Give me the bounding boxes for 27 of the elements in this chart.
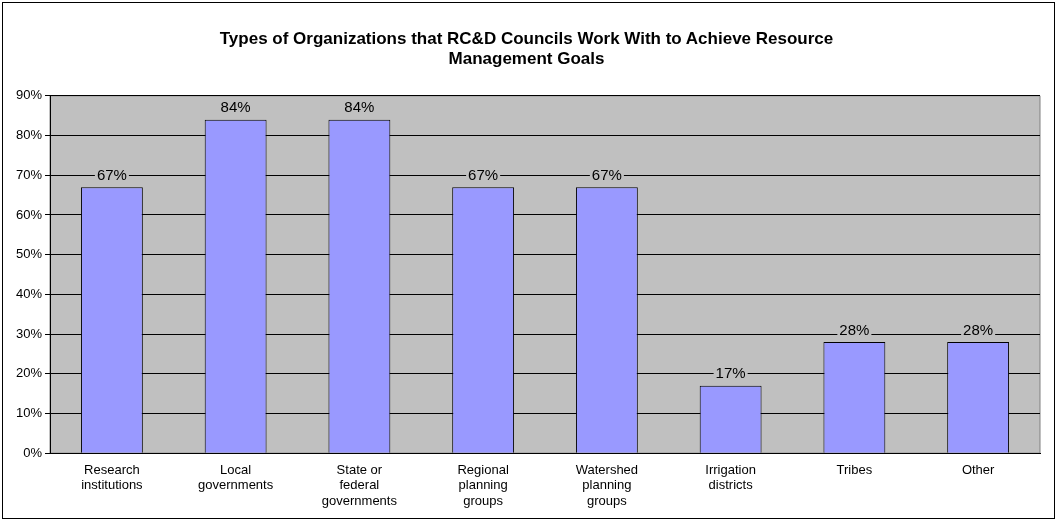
y-tick-label: 80% (15, 127, 43, 143)
y-tick-label: 70% (15, 166, 43, 182)
data-label: 28% (839, 320, 870, 338)
y-tick-label: 90% (15, 87, 43, 103)
data-label: 28% (963, 320, 994, 338)
y-tick-label: 40% (15, 285, 43, 301)
y-tick-label: 0% (23, 444, 43, 460)
data-label: 84% (220, 98, 251, 116)
x-tick-label: Irrigation districts (705, 461, 756, 493)
data-label: 84% (344, 98, 375, 116)
x-tick-label: Local governments (198, 461, 274, 493)
y-tick-label: 30% (15, 325, 43, 341)
y-tick-label: 50% (15, 246, 43, 262)
data-label: 67% (96, 165, 127, 183)
x-tick-label: State or federal governments (321, 461, 398, 508)
x-tick-label: Tribes (836, 461, 873, 477)
x-tick-label: Other (961, 461, 996, 477)
data-label: 67% (468, 165, 499, 183)
data-label: 17% (715, 364, 746, 382)
y-tick-label: 60% (15, 206, 43, 222)
chart-title: Types of Organizations that RC&D Councils Work With to Achieve Resource Management Goals (219, 28, 834, 69)
x-tick-label: Research institutions (81, 461, 144, 493)
data-label: 67% (591, 165, 622, 183)
y-tick-label: 10% (15, 405, 43, 421)
x-tick-label: Regional planning groups (457, 461, 509, 508)
x-tick-label: Watershed planning groups (575, 461, 639, 508)
y-tick-label: 20% (15, 365, 43, 381)
